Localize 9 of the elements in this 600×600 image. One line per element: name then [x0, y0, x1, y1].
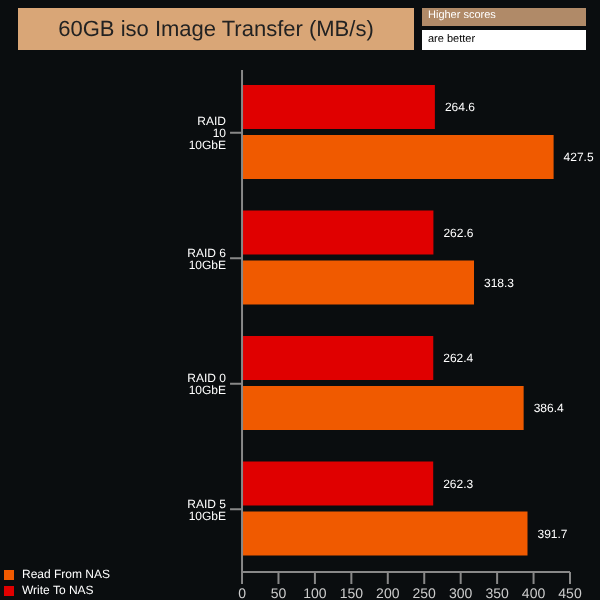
bar — [242, 461, 434, 506]
bar — [242, 511, 528, 556]
chart-title: 60GB iso Image Transfer (MB/s) — [18, 8, 414, 50]
bar — [242, 336, 434, 381]
bar — [242, 135, 554, 180]
bar — [242, 210, 434, 255]
bar — [242, 386, 524, 431]
bar — [242, 260, 475, 305]
bar — [242, 85, 435, 130]
